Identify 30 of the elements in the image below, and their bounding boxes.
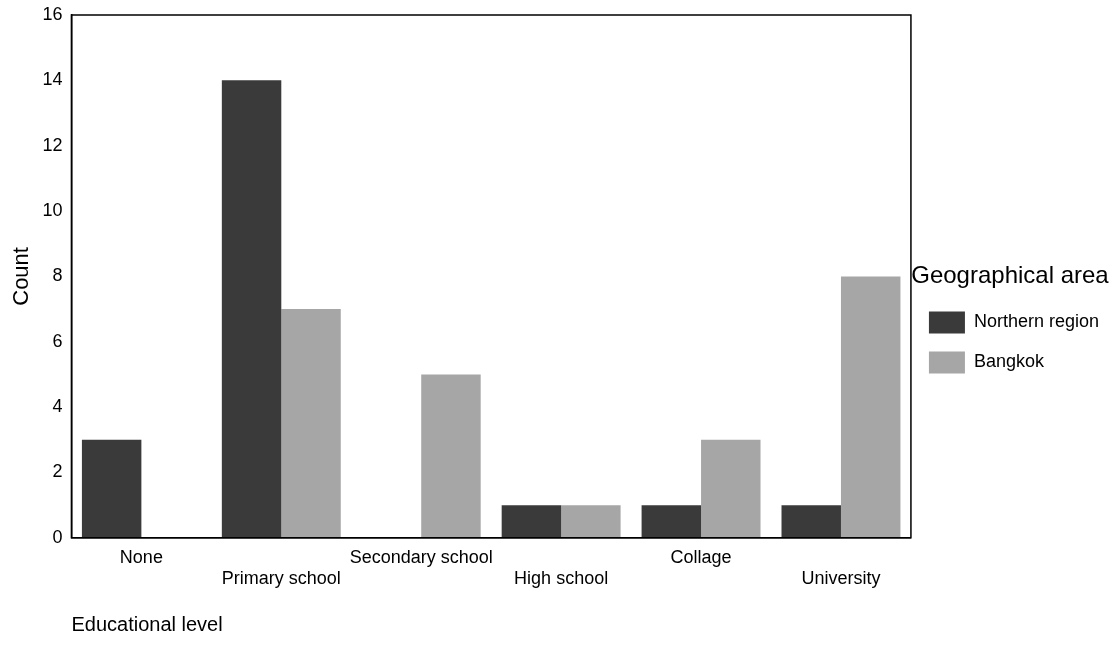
bar (840, 276, 901, 538)
y-tick-label: 2 (52, 461, 63, 482)
x-tick-label: Primary school (221, 568, 341, 589)
x-tick-label: High school (514, 568, 609, 589)
y-tick-label: 14 (42, 69, 63, 90)
y-tick-label: 16 (42, 3, 63, 24)
legend-label: Northern region (973, 311, 1100, 332)
x-tick-label: University (801, 568, 881, 589)
legend-title: Geographical area (911, 261, 1110, 289)
x-axis-title: Educational level (71, 612, 223, 635)
bar (281, 309, 341, 538)
y-tick-label: 12 (42, 134, 63, 155)
bar (421, 374, 481, 538)
y-axis-title: Count (8, 247, 34, 306)
x-tick-label: None (119, 546, 163, 567)
y-tick-label: 0 (52, 526, 63, 547)
bar (701, 439, 761, 538)
y-tick-label: 10 (42, 200, 63, 221)
bar (781, 505, 841, 538)
bar (81, 439, 142, 538)
bar (501, 505, 562, 538)
y-tick-label: 4 (52, 396, 63, 417)
legend-label: Bangkok (973, 351, 1045, 372)
bar (641, 505, 702, 538)
y-tick-label: 8 (52, 265, 63, 286)
bar (221, 80, 282, 538)
x-tick-label: Secondary school (349, 546, 493, 567)
y-tick-label: 6 (52, 330, 63, 351)
x-tick-label: Collage (670, 546, 732, 567)
bar (561, 505, 621, 538)
